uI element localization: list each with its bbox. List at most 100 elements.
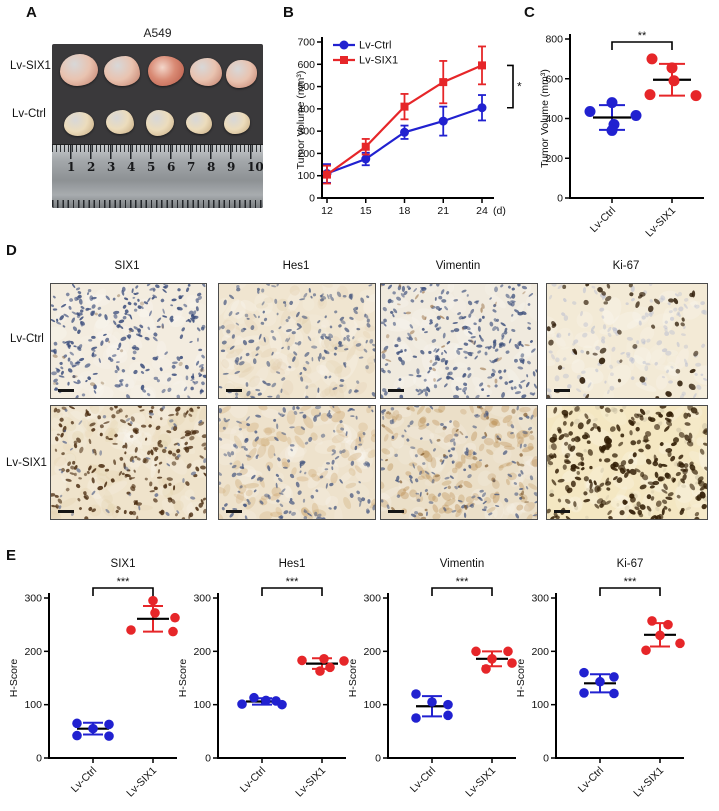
data-point xyxy=(481,664,491,674)
cell-line-title: A549 xyxy=(143,26,172,40)
x-group-label: Lv-SIX1 xyxy=(124,765,159,800)
y-tick-label: 300 xyxy=(531,593,549,605)
ruler-number: 7 xyxy=(187,160,196,174)
ihc-col-title-hes1: Hes1 xyxy=(282,260,310,272)
ihc-row-label-lvctrl: Lv-Ctrl xyxy=(10,333,44,345)
x-group-label: Lv-Ctrl xyxy=(69,765,99,795)
data-point xyxy=(400,102,409,111)
y-axis-label: Tumor Volume (mm³) xyxy=(296,71,307,170)
x-tick-label: 18 xyxy=(399,205,411,217)
data-point xyxy=(595,676,605,687)
x-group-label: Lv-SIX1 xyxy=(293,765,328,800)
tumor-blob xyxy=(146,110,174,136)
data-point xyxy=(646,53,658,65)
data-point xyxy=(168,626,178,637)
x-tick-label: 21 xyxy=(437,205,449,217)
data-point xyxy=(126,625,136,635)
data-point xyxy=(339,656,349,666)
y-tick-label: 100 xyxy=(193,699,211,711)
x-tick-label: 15 xyxy=(360,205,372,217)
significance-bracket xyxy=(92,587,154,596)
tumor-photo: 1 2 3 4 5 6 7 8 9 10 xyxy=(52,44,263,208)
ihc-image-lv-six1-vimentin xyxy=(380,405,538,520)
data-point xyxy=(477,103,487,113)
y-axis-label: H-Score xyxy=(177,659,189,698)
ihc-col-title-six1: SIX1 xyxy=(114,260,140,272)
y-tick-label: 200 xyxy=(297,148,315,160)
data-point xyxy=(478,61,486,70)
tumor-blob xyxy=(104,56,140,86)
ruler-number: 6 xyxy=(167,160,176,174)
legend-label: Lv-Ctrl xyxy=(359,40,391,52)
data-point xyxy=(606,124,618,136)
data-point xyxy=(644,89,656,101)
panel-label-a: A xyxy=(26,4,38,21)
data-point xyxy=(72,718,82,729)
ruler-number: 9 xyxy=(227,160,236,174)
data-point xyxy=(655,630,665,641)
data-point xyxy=(609,688,619,699)
y-tick-label: 200 xyxy=(24,646,42,658)
significance-bracket xyxy=(611,41,673,50)
significance-bracket xyxy=(261,587,323,596)
y-tick-label: 600 xyxy=(297,59,315,71)
data-point xyxy=(261,695,271,706)
tumor-blob xyxy=(186,112,212,134)
significance-stars: *** xyxy=(117,576,131,588)
ihc-col-title-vimentin: Vimentin xyxy=(435,260,481,272)
panel-label-d: D xyxy=(6,242,18,259)
photo-row-label-lvctrl: Lv-Ctrl xyxy=(12,108,46,120)
data-point xyxy=(315,666,325,676)
hscore-hes1-chart: 0 100 200 300 H-Score Hes1 Lv-Ctrl Lv-SIX1 *** xyxy=(177,558,349,800)
data-point xyxy=(104,719,114,730)
data-point xyxy=(319,654,329,664)
data-point xyxy=(666,62,678,74)
y-tick-label: 200 xyxy=(363,646,381,658)
ihc-image-lv-six1-six1 xyxy=(50,405,207,520)
y-axis-label: H-Score xyxy=(347,659,359,698)
data-point xyxy=(443,710,453,721)
data-point xyxy=(104,731,114,741)
y-tick-label: 800 xyxy=(545,34,563,46)
data-point xyxy=(148,595,158,606)
x-group-label: Lv-Ctrl xyxy=(408,765,438,795)
data-point xyxy=(641,645,651,656)
data-point xyxy=(438,116,448,126)
x-group-label: Lv-SIX1 xyxy=(643,205,678,240)
significance-stars: *** xyxy=(286,576,300,588)
ihc-row-label-lvsix1: Lv-SIX1 xyxy=(6,457,47,469)
ruler-cm-ticks xyxy=(52,145,263,208)
significance-stars: *** xyxy=(456,576,470,588)
significance-bracket xyxy=(507,64,514,109)
panel-label-c: C xyxy=(524,4,536,21)
data-point xyxy=(579,688,589,698)
y-tick-label: 0 xyxy=(557,193,563,205)
data-point xyxy=(323,170,331,179)
data-point xyxy=(668,75,680,87)
y-tick-label: 0 xyxy=(309,193,315,205)
y-tick-label: 300 xyxy=(193,593,211,605)
data-point xyxy=(609,672,619,682)
y-tick-label: 100 xyxy=(363,699,381,711)
x-group-label: Lv-Ctrl xyxy=(238,765,268,795)
y-tick-label: 100 xyxy=(531,699,549,711)
data-point xyxy=(606,97,618,109)
ihc-image-lv-ctrl-hes1 xyxy=(218,283,376,399)
photo-row-label-lvsix1: Lv-SIX1 xyxy=(10,60,51,72)
data-point xyxy=(439,78,448,87)
tumor-blob xyxy=(148,56,184,86)
ihc-image-lv-ctrl-vimentin xyxy=(380,283,538,399)
tumor-blob xyxy=(226,60,257,88)
hscore-ki67-chart: 0 100 200 300 H-Score Ki-67 Lv-Ctrl Lv-SIX1 *** xyxy=(515,558,685,800)
y-tick-label: 400 xyxy=(297,103,315,115)
data-point xyxy=(88,723,98,734)
x-tick-label: 24 xyxy=(476,205,488,217)
significance-bracket xyxy=(599,587,661,596)
chart-title: Hes1 xyxy=(279,558,306,570)
ihc-image-lv-six1-hes1 xyxy=(218,405,376,520)
y-tick-label: 600 xyxy=(545,73,563,85)
tumor-volume-scatter-chart: 0 200 400 600 800 Tumor Volume (mm³) Lv-Ctrl Lv… xyxy=(540,30,704,240)
data-point xyxy=(507,658,517,668)
ruler: 1 2 3 4 5 6 7 8 9 10 xyxy=(52,144,263,208)
